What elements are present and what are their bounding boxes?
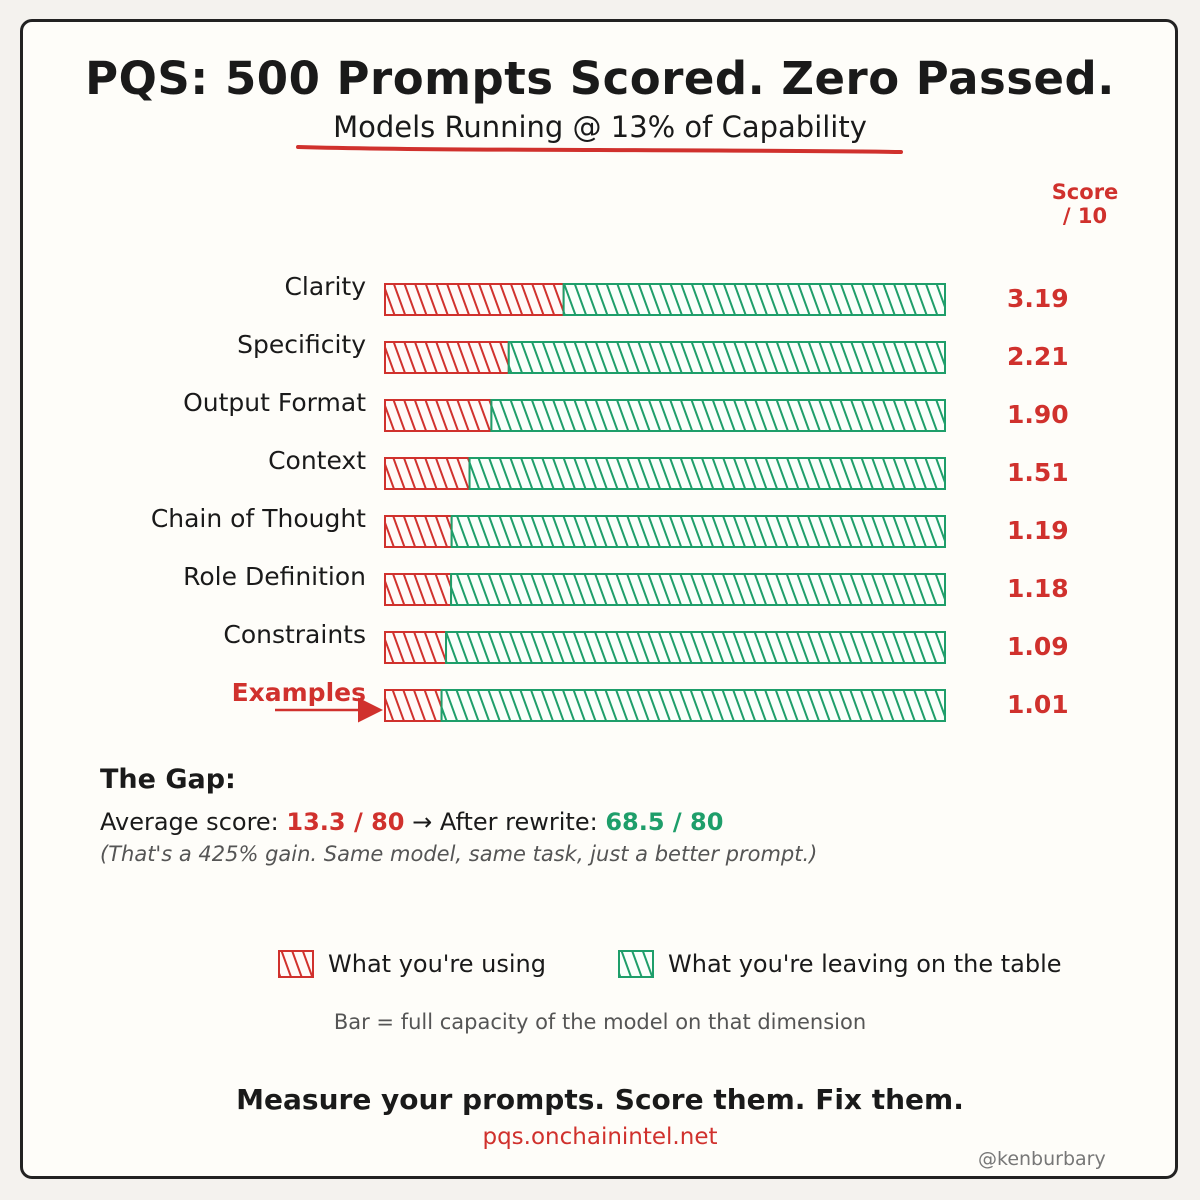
bar-left-4 — [450, 515, 946, 548]
score-label-7: 1.01 — [1007, 690, 1069, 719]
gap-title: The Gap: — [100, 764, 236, 795]
score-header-line2: / 10 — [1062, 204, 1108, 228]
legend-left-swatch — [618, 950, 654, 978]
score-label-4: 1.19 — [1007, 516, 1069, 545]
bar-used-7 — [384, 689, 443, 722]
after-value: 68.5 / 80 — [605, 808, 724, 836]
arrow-glyph: → — [412, 808, 433, 836]
category-label-0: Clarity — [284, 272, 366, 301]
score-label-3: 1.51 — [1007, 458, 1069, 487]
category-label-4: Chain of Thought — [150, 504, 366, 533]
gap-summary: Average score: 13.3 / 80 → After rewrite… — [100, 808, 723, 836]
score-header: Score / 10 — [1040, 180, 1130, 228]
page-title: PQS: 500 Prompts Scored. Zero Passed. — [85, 52, 1115, 105]
score-header-line1: Score — [1051, 180, 1119, 204]
legend-left: What you're leaving on the table — [618, 950, 1062, 978]
score-label-6: 1.09 — [1007, 632, 1069, 661]
bar-used-0 — [384, 283, 565, 316]
avg-value: 13.3 / 80 — [286, 808, 405, 836]
score-label-1: 2.21 — [1007, 342, 1069, 371]
category-label-2: Output Format — [183, 388, 366, 417]
score-label-5: 1.18 — [1007, 574, 1069, 603]
after-label: After rewrite: — [439, 808, 598, 836]
category-label-5: Role Definition — [183, 562, 366, 591]
category-label-6: Constraints — [223, 620, 366, 649]
bar-left-2 — [490, 399, 946, 432]
site-link[interactable]: pqs.onchainintel.net — [482, 1124, 718, 1150]
category-label-1: Specificity — [237, 330, 366, 359]
bar-used-2 — [384, 399, 493, 432]
legend-left-label: What you're leaving on the table — [668, 950, 1062, 978]
bar-left-6 — [445, 631, 946, 664]
bar-chart — [275, 283, 946, 723]
bar-used-5 — [384, 573, 453, 606]
author-handle: @kenburbary — [978, 1148, 1106, 1170]
bar-used-3 — [384, 457, 471, 490]
category-label-7: Examples — [231, 678, 366, 707]
legend-used: What you're using — [278, 950, 546, 978]
avg-label: Average score: — [100, 808, 279, 836]
score-label-0: 3.19 — [1007, 284, 1069, 313]
bar-left-3 — [468, 457, 946, 490]
gap-note: (That's a 425% gain. Same model, same ta… — [100, 842, 818, 866]
bar-left-7 — [440, 689, 946, 722]
legend-used-label: What you're using — [328, 950, 546, 978]
call-to-action: Measure your prompts. Score them. Fix th… — [236, 1083, 964, 1116]
page-subtitle: Models Running @ 13% of Capability — [333, 110, 867, 144]
bar-used-6 — [384, 631, 448, 664]
bar-left-0 — [562, 283, 946, 316]
bar-used-4 — [384, 515, 453, 548]
bar-left-5 — [450, 573, 946, 606]
legend-used-swatch — [278, 950, 314, 978]
subtitle-underline — [296, 145, 903, 154]
score-label-2: 1.90 — [1007, 400, 1069, 429]
bar-used-1 — [384, 341, 510, 374]
bar-left-1 — [507, 341, 946, 374]
category-label-3: Context — [268, 446, 366, 475]
bar-note: Bar = full capacity of the model on that… — [333, 1010, 867, 1034]
